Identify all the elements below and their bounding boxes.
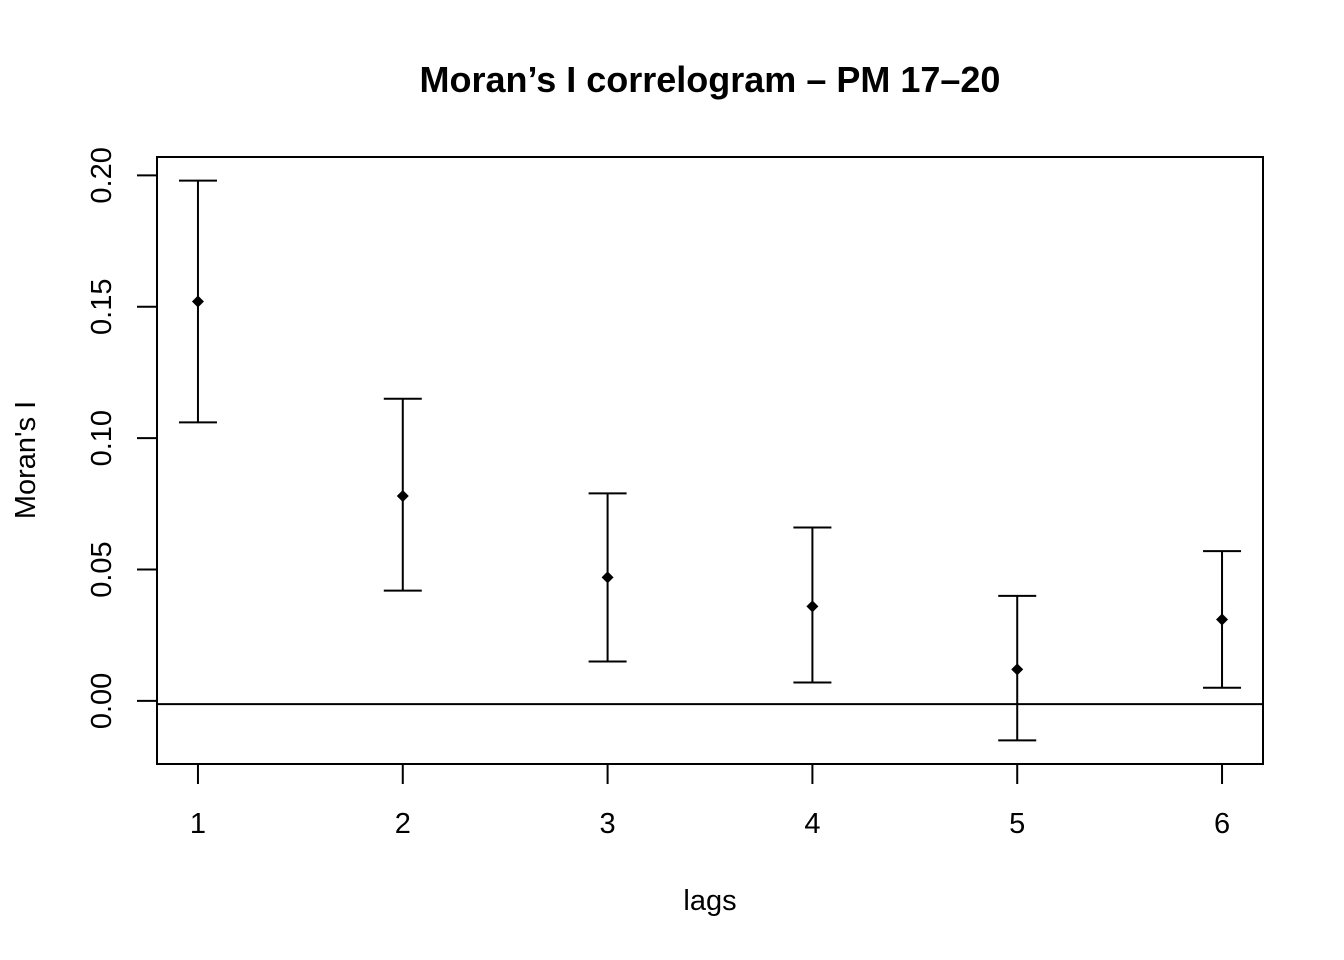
y-tick-label-0.05: 0.05 bbox=[86, 541, 118, 597]
x-tick-label-2: 2 bbox=[395, 808, 411, 840]
data-marks bbox=[178, 179, 1242, 742]
y-axis-label: Moran's I bbox=[10, 401, 42, 519]
data-point-lag-5 bbox=[1011, 663, 1024, 676]
x-axis-label: lags bbox=[683, 885, 736, 917]
x-tick-label-6: 6 bbox=[1214, 808, 1230, 840]
y-axis: 0.00 0.05 0.10 0.15 0.20 bbox=[86, 147, 157, 729]
y-tick-label-0.20: 0.20 bbox=[86, 147, 118, 203]
x-tick-label-1: 1 bbox=[190, 808, 206, 840]
data-point-lag-4 bbox=[806, 600, 819, 613]
x-tick-label-3: 3 bbox=[600, 808, 616, 840]
data-point-lag-3 bbox=[601, 571, 614, 584]
y-tick-label-0.10: 0.10 bbox=[86, 410, 118, 466]
chart-title: Moran’s I correlogram – PM 17–20 bbox=[420, 59, 1001, 100]
data-point-lag-6 bbox=[1216, 613, 1229, 626]
y-tick-label-0.15: 0.15 bbox=[86, 279, 118, 335]
plot-frame bbox=[156, 156, 1264, 765]
x-axis: 1 2 3 4 5 6 bbox=[190, 764, 1230, 840]
y-tick-label-0.00: 0.00 bbox=[86, 673, 118, 729]
data-point-lag-2 bbox=[396, 489, 409, 502]
x-tick-label-5: 5 bbox=[1009, 808, 1025, 840]
data-point-lag-1 bbox=[191, 295, 204, 308]
x-tick-label-4: 4 bbox=[804, 808, 820, 840]
